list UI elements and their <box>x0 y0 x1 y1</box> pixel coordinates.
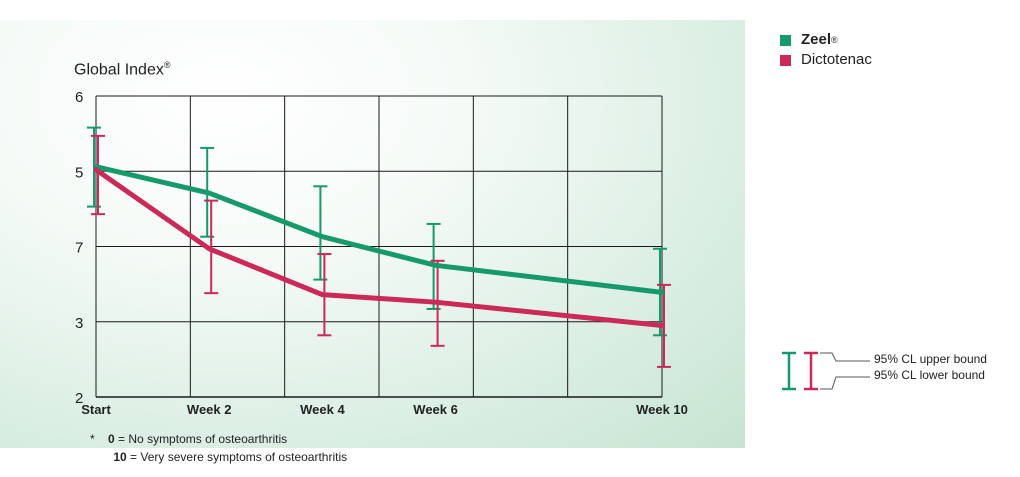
upper-bound-label: 95% CL upper bound <box>874 352 987 366</box>
error-bar-dictotenac <box>91 134 105 216</box>
leader-line-upper <box>820 352 870 362</box>
legend-item-dictotenac: Dictotenac <box>780 50 872 70</box>
legend-label-dictotenac: Dictotenac <box>801 51 872 68</box>
legend-swatch-zeel <box>780 34 791 46</box>
chart-background <box>0 20 745 448</box>
legend-swatch-dictotenac <box>780 54 791 66</box>
x-tick-label: Week 10 <box>636 402 688 417</box>
x-tick-label: Week 6 <box>413 402 458 417</box>
footnote-line-1: * 0 = No symptoms of osteoarthritis <box>90 432 288 446</box>
footnote-line-2: 10 = Very severe symptoms of osteoarthri… <box>113 450 348 464</box>
y-tick-label: 5 <box>75 164 83 181</box>
legend-item-zeel: Zeel ® <box>780 30 872 50</box>
lower-bound-label: 95% CL lower bound <box>874 368 985 382</box>
series-line-dictotenac <box>93 167 665 329</box>
legend: Zeel ® Dictotenac <box>780 30 872 70</box>
x-tick-label: Start <box>81 402 111 417</box>
y-tick-label: 3 <box>75 315 83 332</box>
legend-label-zeel: Zeel <box>801 31 832 48</box>
x-tick-label: Week 4 <box>300 402 345 417</box>
chart-title: Global Index® <box>74 60 171 79</box>
y-tick-label: 2 <box>75 390 83 407</box>
leader-line-lower <box>820 376 870 390</box>
x-tick-label: Week 2 <box>187 402 232 417</box>
series-line-zeel <box>93 164 665 295</box>
y-tick-label: 6 <box>75 89 83 106</box>
y-tick-label: 7 <box>75 240 83 257</box>
confidence-bound-legend <box>782 351 870 391</box>
